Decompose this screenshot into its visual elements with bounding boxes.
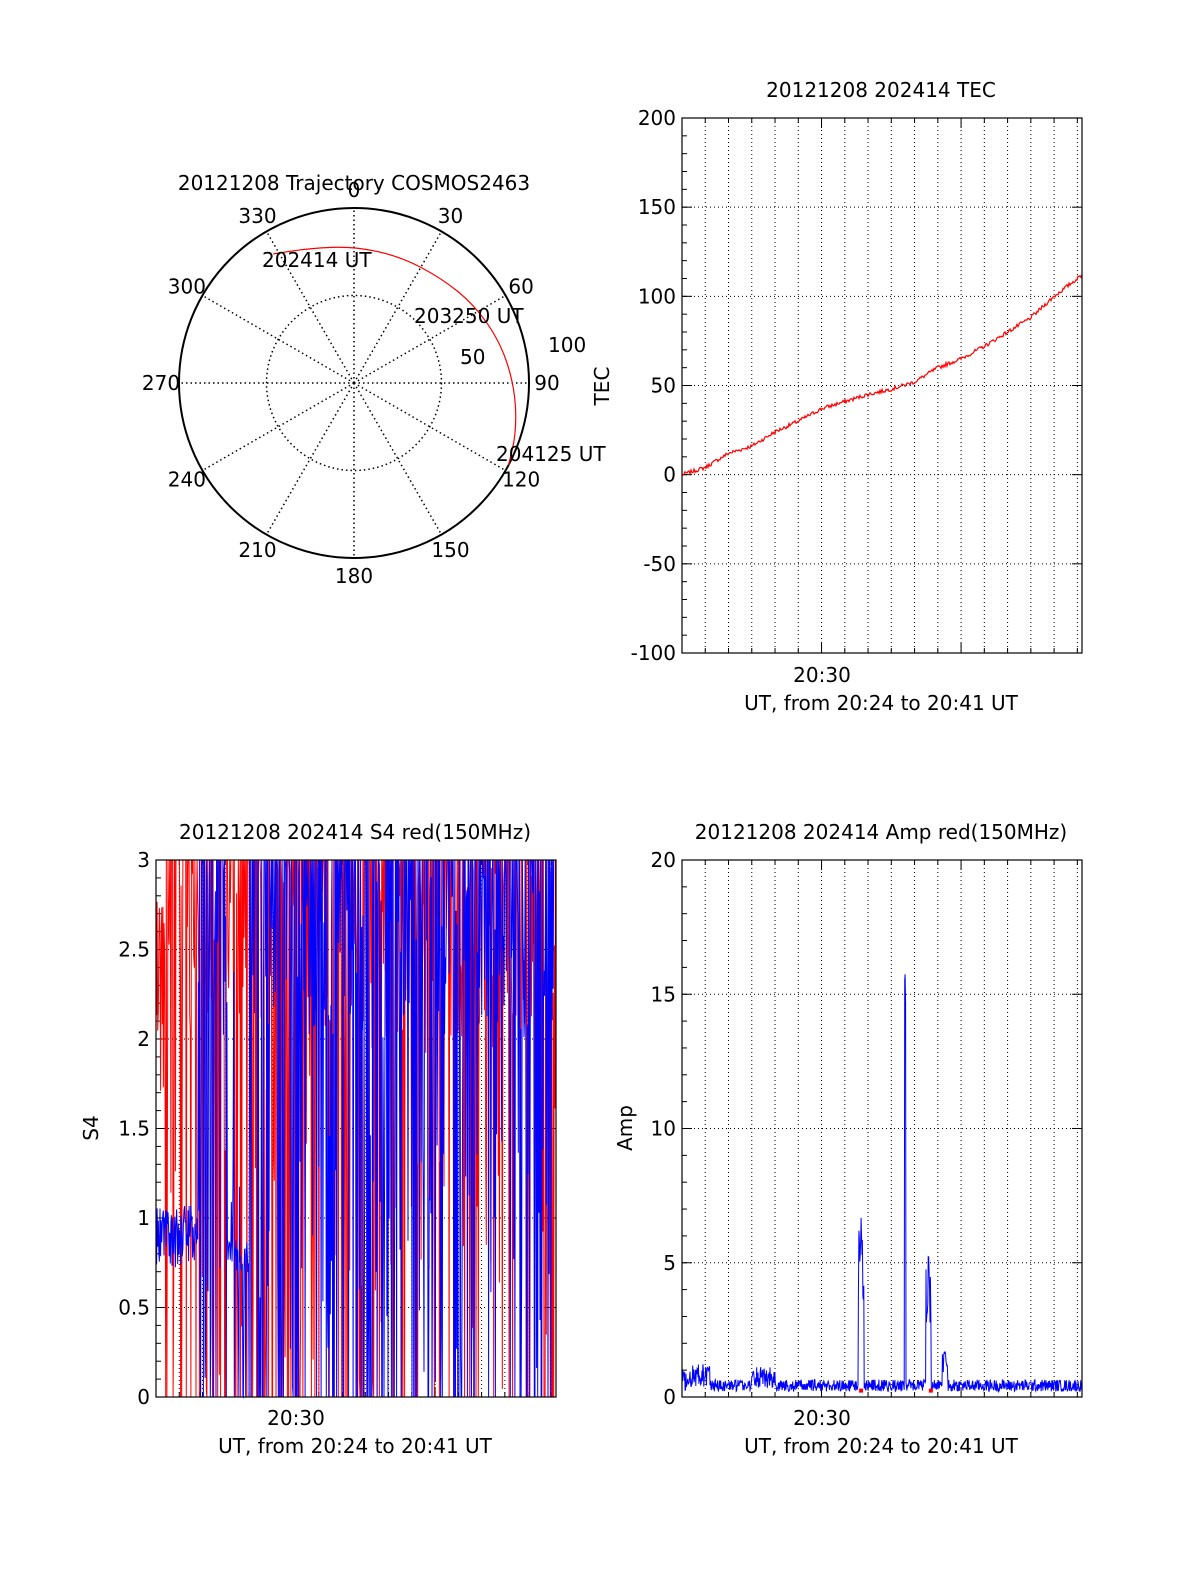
tec-title: 20121208 202414 TEC <box>766 78 996 102</box>
s4-title: 20121208 202414 S4 red(150MHz) <box>179 820 531 844</box>
polar-grid <box>178 207 530 559</box>
amp-ytick-label: 20 <box>651 848 676 872</box>
tec-plot-frame <box>681 117 1083 654</box>
amp-series-blue <box>681 974 1083 1394</box>
amp-xtick-label: 20:30 <box>793 1406 851 1430</box>
s4-ytick-label: 0 <box>137 1385 150 1409</box>
tec-ytick-label: 50 <box>651 374 676 398</box>
s4-ytick-label: 2.5 <box>118 938 150 962</box>
s4-ytick-label: 3 <box>137 848 150 872</box>
polar-angle-label: 60 <box>508 275 533 299</box>
s4-plot-frame <box>155 859 557 1398</box>
polar-trajectory-chart: 20121208 Trajectory COSMOS2463 0 30 60 90 12… <box>142 171 606 588</box>
polar-angle-label: 270 <box>142 371 180 395</box>
polar-angle-label: 210 <box>238 538 276 562</box>
polar-angle-label: 180 <box>335 564 373 588</box>
amp-red-marker <box>859 1388 864 1393</box>
amp-ytick-label: 0 <box>663 1385 676 1409</box>
tec-ytick-label: 200 <box>638 106 676 130</box>
tec-ytick-label: -50 <box>643 552 676 576</box>
s4-ytick-label: 2 <box>137 1027 150 1051</box>
amp-red-marker <box>928 1388 933 1393</box>
tec-xtick-label: 20:30 <box>793 663 851 687</box>
annotation-mid: 203250 UT <box>414 304 524 328</box>
amp-chart: 20121208 202414 Amp red(150MHz) Amp 20:3… <box>613 820 1083 1458</box>
amp-ytick-label: 5 <box>663 1251 676 1275</box>
tec-chart: 20121208 202414 TEC TEC 20:30 UT, from 2… <box>590 78 1083 715</box>
polar-angle-label: 90 <box>534 371 559 395</box>
polar-angle-label: 330 <box>238 204 276 228</box>
s4-xtick-label: 20:30 <box>267 1406 325 1430</box>
s4-ytick-label: 0.5 <box>118 1296 150 1320</box>
polar-angle-label: 300 <box>168 275 206 299</box>
tec-xlabel: UT, from 20:24 to 20:41 UT <box>744 691 1019 715</box>
polar-spoke <box>265 382 355 535</box>
s4-chart: 20121208 202414 S4 red(150MHz) S4 20:30 … <box>79 820 557 1458</box>
amp-ytick-label: 10 <box>651 1117 676 1141</box>
tec-ytick-label: -100 <box>631 641 676 665</box>
polar-spoke <box>202 382 355 472</box>
amp-ytick-label: 15 <box>651 982 676 1006</box>
tec-ytick-label: 150 <box>638 195 676 219</box>
polar-angle-labels: 0 30 60 90 120 150 180 210 240 270 300 330 <box>142 178 560 588</box>
polar-angle-label: 240 <box>168 468 206 492</box>
polar-angle-label: 150 <box>431 538 469 562</box>
polar-angle-label: 0 <box>348 178 361 202</box>
tec-ytick-label: 0 <box>663 463 676 487</box>
radial-label-100: 100 <box>548 333 586 357</box>
radial-label-50: 50 <box>460 345 485 369</box>
amp-ylabel: Amp <box>613 1105 637 1151</box>
annotation-end: 204125 UT <box>496 442 606 466</box>
amp-plot-frame <box>681 859 1083 1398</box>
amp-title: 20121208 202414 Amp red(150MHz) <box>695 820 1067 844</box>
polar-title: 20121208 Trajectory COSMOS2463 <box>178 171 530 195</box>
tec-ytick-label: 100 <box>638 284 676 308</box>
s4-xlabel: UT, from 20:24 to 20:41 UT <box>218 1434 493 1458</box>
trajectory-line <box>273 246 517 466</box>
annotation-start: 202414 UT <box>262 248 372 272</box>
s4-ytick-label: 1.5 <box>118 1117 150 1141</box>
tec-series-line <box>681 274 1083 477</box>
tec-ylabel: TEC <box>590 367 614 407</box>
amp-xlabel: UT, from 20:24 to 20:41 UT <box>744 1434 1019 1458</box>
s4-ytick-label: 1 <box>137 1206 150 1230</box>
s4-ylabel: S4 <box>79 1115 103 1140</box>
polar-inner-circle <box>265 294 443 472</box>
polar-angle-label: 30 <box>438 204 463 228</box>
polar-outer-circle <box>178 207 530 559</box>
polar-angle-label: 120 <box>502 468 540 492</box>
